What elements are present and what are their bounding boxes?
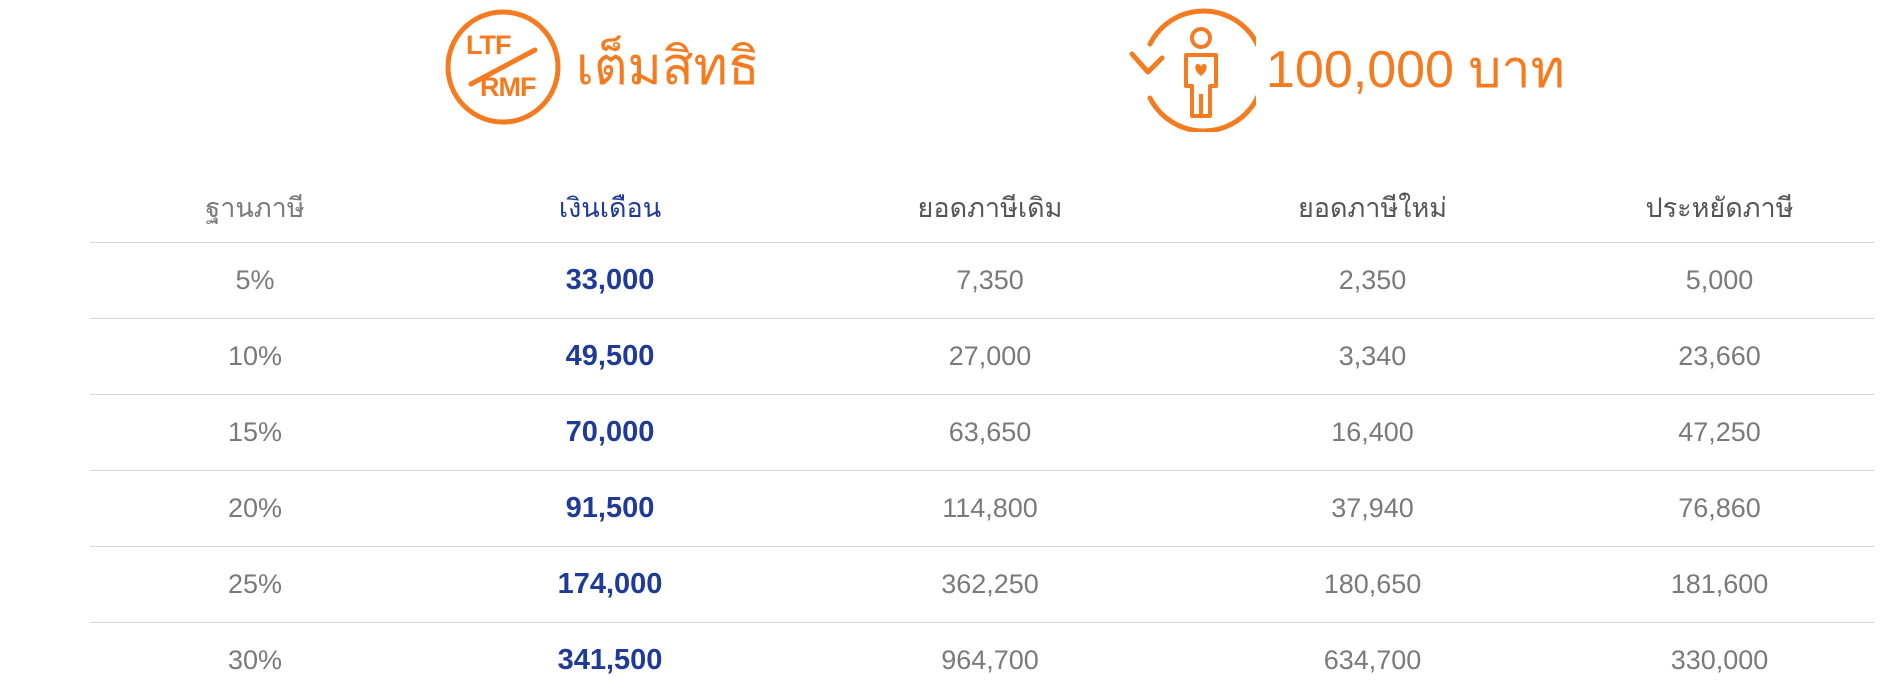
old-tax-cell: 27,000	[948, 341, 1032, 371]
rmf-label: RMF	[480, 72, 536, 102]
table-row: 15% 70,000 63,650 16,400 47,250	[90, 394, 1874, 470]
tax-saved-cell: 181,600	[1670, 569, 1769, 599]
table-row: 5% 33,000 7,350 2,350 5,000	[90, 242, 1874, 318]
tax-savings-table: ฐานภาษี เงินเดือน ยอดภาษีเดิม ยอดภาษีใหม…	[90, 172, 1874, 698]
tax-base-cell: 20%	[227, 493, 283, 523]
salary-cell: 49,500	[565, 340, 655, 372]
old-tax-cell: 362,250	[941, 569, 1039, 599]
column-header-old-tax: ยอดภาษีเดิม	[917, 192, 1063, 223]
new-tax-cell: 16,400	[1331, 417, 1414, 447]
table-row: 25% 174,000 362,250 180,650 181,600	[90, 546, 1874, 622]
person-heart-icon	[1118, 8, 1256, 132]
ltf-label: LTF	[466, 30, 511, 60]
table-row: 10% 49,500 27,000 3,340 23,660	[90, 318, 1874, 394]
new-tax-cell: 37,940	[1331, 493, 1414, 523]
table-header-row: ฐานภาษี เงินเดือน ยอดภาษีเดิม ยอดภาษีใหม…	[90, 172, 1874, 242]
deduction-amount-label: 100,000 บาท	[1266, 41, 1565, 99]
tax-saved-cell: 330,000	[1670, 645, 1769, 675]
tax-saved-cell: 5,000	[1685, 265, 1754, 295]
tax-base-cell: 15%	[227, 417, 283, 447]
tax-saved-cell: 47,250	[1678, 417, 1761, 447]
deduction-block: 100,000 บาท	[1118, 8, 1565, 132]
new-tax-cell: 2,350	[1338, 265, 1407, 295]
tax-base-cell: 30%	[227, 645, 283, 675]
new-tax-cell: 180,650	[1323, 569, 1422, 599]
salary-cell: 174,000	[557, 568, 663, 600]
column-header-tax-saved: ประหยัดภาษี	[1645, 192, 1794, 223]
column-header-salary: เงินเดือน	[558, 192, 662, 223]
tax-saved-cell: 23,660	[1678, 341, 1761, 371]
salary-cell: 341,500	[557, 644, 663, 676]
tax-base-cell: 10%	[227, 341, 283, 371]
old-tax-cell: 63,650	[948, 417, 1032, 447]
column-header-tax-base: ฐานภาษี	[205, 192, 305, 223]
tax-base-cell: 25%	[227, 569, 283, 599]
tax-saved-cell: 76,860	[1678, 493, 1761, 523]
salary-cell: 91,500	[565, 492, 655, 524]
table-row: 20% 91,500 114,800 37,940 76,860	[90, 470, 1874, 546]
tax-base-cell: 5%	[235, 265, 275, 295]
new-tax-cell: 3,340	[1338, 341, 1407, 371]
old-tax-cell: 964,700	[941, 645, 1039, 675]
ltf-full-rights-label: เต็มสิทธิ	[576, 38, 760, 96]
header: LTF RMF เต็มสิทธิ	[0, 0, 1890, 140]
ltf-rmf-badge-icon: LTF RMF	[444, 8, 562, 126]
salary-cell: 33,000	[565, 264, 655, 296]
new-tax-cell: 634,700	[1323, 645, 1422, 675]
ltf-rmf-block: LTF RMF เต็มสิทธิ	[444, 8, 760, 126]
column-header-new-tax: ยอดภาษีใหม่	[1297, 192, 1448, 223]
old-tax-cell: 7,350	[956, 265, 1024, 295]
salary-cell: 70,000	[565, 416, 655, 448]
old-tax-cell: 114,800	[942, 493, 1038, 523]
table-row: 30% 341,500 964,700 634,700 330,000	[90, 622, 1874, 698]
